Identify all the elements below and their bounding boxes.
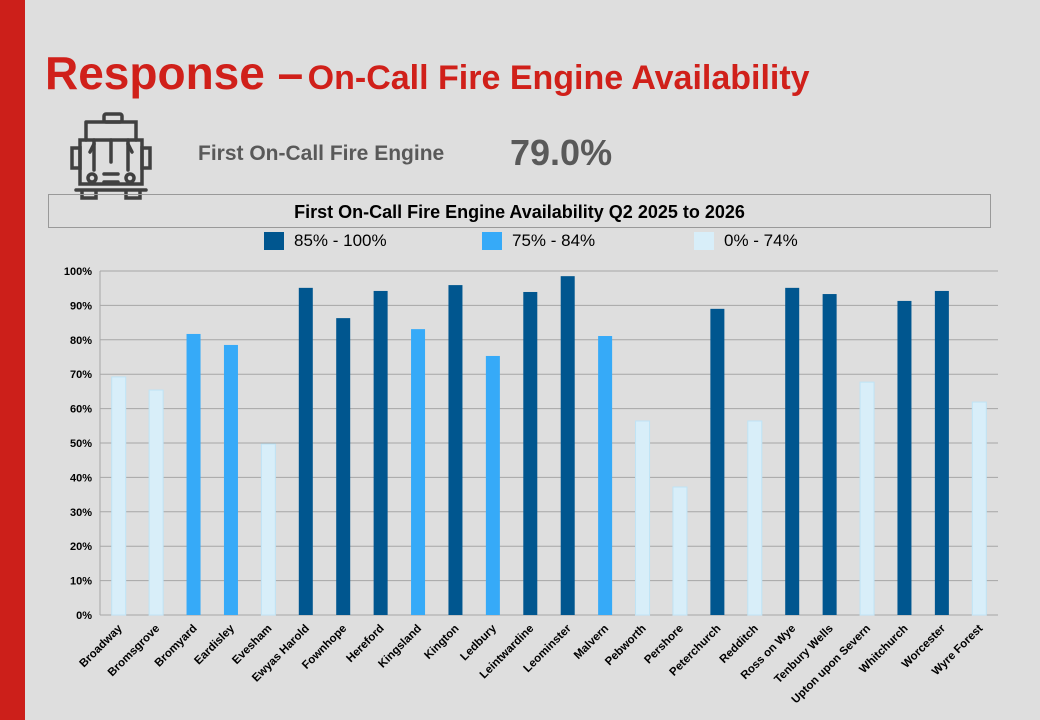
bar xyxy=(859,381,875,616)
bar xyxy=(148,389,164,616)
bar xyxy=(598,336,613,615)
kpi-value: 79.0% xyxy=(510,132,613,173)
x-tick-label: Eardisley xyxy=(192,622,237,667)
x-tick-label: Kington xyxy=(422,623,461,662)
y-tick-label: 40% xyxy=(70,472,92,484)
bar xyxy=(971,401,987,616)
bar xyxy=(373,290,388,615)
legend-label-mid: 75% - 84% xyxy=(512,231,596,250)
legend-swatch-high xyxy=(264,232,284,250)
bar xyxy=(897,300,912,615)
legend-label-low: 0% - 74% xyxy=(724,231,798,250)
y-tick-label: 100% xyxy=(64,266,92,278)
y-tick-label: 20% xyxy=(70,541,92,553)
bar xyxy=(485,355,500,615)
bar xyxy=(111,376,127,616)
legend-label-high: 85% - 100% xyxy=(294,231,387,250)
bar xyxy=(747,420,763,616)
bar xyxy=(560,276,575,615)
title-main: Response – xyxy=(45,47,304,99)
legend-swatch-mid xyxy=(482,232,502,250)
page-title: Response – On-Call Fire Engine Availabil… xyxy=(45,46,810,100)
bar xyxy=(822,294,837,615)
bar xyxy=(672,486,688,616)
bar xyxy=(448,285,463,615)
bar xyxy=(635,420,651,616)
chart-title: First On-Call Fire Engine Availability Q… xyxy=(48,194,991,228)
x-tick-label: Pebworth xyxy=(603,623,649,669)
kpi-label: First On-Call Fire Engine xyxy=(198,142,445,165)
y-tick-label: 0% xyxy=(76,610,92,622)
bar xyxy=(260,443,276,616)
bar xyxy=(298,287,313,615)
bar xyxy=(411,329,426,615)
y-tick-label: 60% xyxy=(70,404,92,416)
title-sub: On-Call Fire Engine Availability xyxy=(307,59,810,97)
x-tick-label: Malvern xyxy=(572,623,611,662)
y-tick-label: 50% xyxy=(70,438,92,450)
y-tick-label: 80% xyxy=(70,335,92,347)
y-tick-label: 10% xyxy=(70,576,92,588)
accent-bar xyxy=(0,0,25,720)
legend-low: 0% - 74% xyxy=(694,231,798,251)
legend-mid: 75% - 84% xyxy=(482,231,595,251)
y-tick-label: 90% xyxy=(70,300,92,312)
y-tick-label: 70% xyxy=(70,369,92,381)
bar xyxy=(186,333,201,615)
bar xyxy=(710,308,725,615)
legend-swatch-low xyxy=(694,232,714,250)
y-tick-label: 30% xyxy=(70,507,92,519)
bar xyxy=(785,287,800,615)
bar xyxy=(223,344,238,615)
legend-high: 85% - 100% xyxy=(264,231,387,251)
bar xyxy=(934,290,949,615)
fire-engine-icon xyxy=(66,112,156,205)
bar xyxy=(336,318,351,615)
bar xyxy=(523,291,538,615)
